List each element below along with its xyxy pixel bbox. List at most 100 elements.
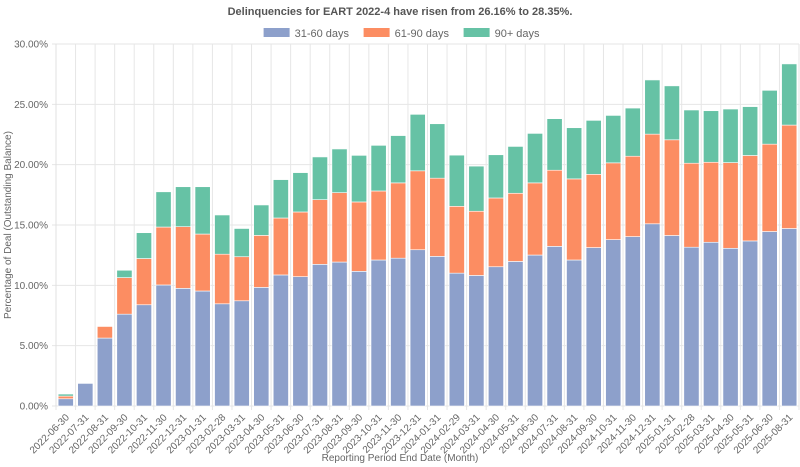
bar-31-60-days-2023-08-31 xyxy=(331,261,348,407)
bar-61-90-days-2022-10-31 xyxy=(136,258,152,306)
bar-61-90-days-2025-01-31 xyxy=(663,139,680,236)
bar-31-60-days-2024-05-31 xyxy=(507,261,524,407)
bar-90-days-2022-11-30 xyxy=(155,191,172,228)
y-axis-ticks: 0.00% 5.00% 10.00% 15.00% 20.00% 25.00% 30.00% xyxy=(14,40,48,413)
bar-61-90-days-2022-12-31 xyxy=(175,226,192,289)
bar-31-60-days-2023-02-28 xyxy=(214,303,231,407)
gridlines xyxy=(52,43,800,410)
bar-31-60-days-2023-03-31 xyxy=(233,300,250,407)
bar-61-90-days-2023-02-28 xyxy=(214,253,231,305)
legend-label[interactable]: 61-90 days xyxy=(395,28,450,40)
bar-61-90-days-2024-07-31 xyxy=(546,169,563,247)
bar-31-60-days-2022-06-30 xyxy=(57,398,74,407)
bar-31-60-days-2024-09-30 xyxy=(585,247,602,407)
bar-31-60-days-2023-12-31 xyxy=(409,249,426,407)
bar-31-60-days-2025-08-31 xyxy=(781,228,798,407)
bar-61-90-days-2024-11-30 xyxy=(624,155,641,237)
bar-61-90-days-2023-11-30 xyxy=(390,182,407,259)
bar-90-days-2025-05-31 xyxy=(742,106,759,156)
bar-61-90-days-2024-05-31 xyxy=(507,192,524,262)
bar-61-90-days-2023-09-30 xyxy=(351,201,367,272)
bar-90-days-2025-02-28 xyxy=(683,109,700,164)
bar-90-days-2023-04-30 xyxy=(253,204,270,236)
bar-31-60-days-2023-11-30 xyxy=(390,257,407,407)
bar-61-90-days-2025-03-31 xyxy=(703,161,719,243)
y-tick-label: 10.00% xyxy=(14,281,48,292)
bar-31-60-days-2023-07-31 xyxy=(312,264,328,407)
bar-61-90-days-2024-04-30 xyxy=(488,197,504,268)
bar-61-90-days-2023-10-31 xyxy=(370,190,387,261)
bar-31-60-days-2023-06-30 xyxy=(292,276,309,407)
bar-90-days-2023-12-31 xyxy=(409,114,426,172)
bar-61-90-days-2024-06-30 xyxy=(527,182,543,256)
bar-61-90-days-2023-01-31 xyxy=(194,233,211,292)
bar-31-60-days-2023-04-30 xyxy=(253,287,270,407)
bar-90-days-2024-12-31 xyxy=(644,79,661,135)
bar-61-90-days-2022-09-30 xyxy=(116,277,133,315)
bar-31-60-days-2024-08-31 xyxy=(566,259,583,407)
bar-31-60-days-2024-01-31 xyxy=(429,256,446,407)
bar-90-days-2024-07-31 xyxy=(546,118,563,171)
bar-61-90-days-2023-12-31 xyxy=(409,170,426,251)
bar-61-90-days-2025-02-28 xyxy=(683,162,700,248)
legend-label[interactable]: 31-60 days xyxy=(295,28,350,40)
bar-61-90-days-2022-06-30 xyxy=(57,395,74,400)
bar-90-days-2024-09-30 xyxy=(585,120,602,175)
bar-31-60-days-2023-05-31 xyxy=(272,274,289,407)
bar-31-60-days-2024-03-31 xyxy=(468,275,485,407)
bar-31-60-days-2025-01-31 xyxy=(663,235,680,407)
bar-31-60-days-2024-07-31 xyxy=(546,246,563,407)
bar-61-90-days-2023-05-31 xyxy=(272,217,289,276)
bar-90-days-2022-06-30 xyxy=(57,393,74,397)
bar-90-days-2023-08-31 xyxy=(331,148,348,193)
bar-90-days-2024-03-31 xyxy=(468,165,485,212)
bar-61-90-days-2022-08-31 xyxy=(96,326,113,339)
bar-31-60-days-2022-09-30 xyxy=(116,313,133,407)
legend-label[interactable]: 90+ days xyxy=(495,28,540,40)
bar-61-90-days-2023-03-31 xyxy=(233,256,250,302)
bar-31-60-days-2022-08-31 xyxy=(96,337,113,407)
bar-31-60-days-2024-12-31 xyxy=(644,223,661,407)
bar-90-days-2023-09-30 xyxy=(351,155,367,203)
bar-90-days-2022-10-31 xyxy=(136,232,152,259)
bar-90-days-2024-02-29 xyxy=(448,154,465,207)
bar-31-60-days-2025-06-30 xyxy=(761,231,778,407)
bar-31-60-days-2024-04-30 xyxy=(488,266,504,407)
bar-61-90-days-2024-08-31 xyxy=(566,178,583,261)
bar-90-days-2024-05-31 xyxy=(507,146,524,194)
bar-61-90-days-2024-02-29 xyxy=(448,205,465,274)
bar-61-90-days-2024-01-31 xyxy=(429,177,446,257)
bar-31-60-days-2023-01-31 xyxy=(194,290,211,407)
bar-31-60-days-2024-02-29 xyxy=(448,272,465,407)
bar-61-90-days-2024-10-31 xyxy=(605,162,622,240)
x-axis-title: Reporting Period End Date (Month) xyxy=(322,453,479,464)
x-axis-ticks: 2022-06-302022-07-312022-08-312022-09-30… xyxy=(28,412,796,456)
y-tick-label: 0.00% xyxy=(20,402,48,413)
y-tick-label: 5.00% xyxy=(20,341,48,352)
bar-90-days-2024-10-31 xyxy=(605,115,622,164)
bar-31-60-days-2022-11-30 xyxy=(155,284,172,407)
bar-90-days-2025-03-31 xyxy=(703,110,719,163)
bars xyxy=(57,63,798,407)
y-axis-title: Percentage of Deal (Outstanding Balance) xyxy=(3,131,14,319)
bar-90-days-2023-03-31 xyxy=(233,228,250,258)
bar-61-90-days-2025-06-30 xyxy=(761,143,778,232)
bar-90-days-2023-11-30 xyxy=(390,135,407,184)
bar-31-60-days-2023-09-30 xyxy=(351,271,367,407)
legend-swatch xyxy=(363,28,390,37)
bar-61-90-days-2023-04-30 xyxy=(253,235,270,288)
y-tick-label: 20.00% xyxy=(14,160,48,171)
bar-31-60-days-2022-07-31 xyxy=(77,383,94,407)
bar-61-90-days-2024-12-31 xyxy=(644,133,661,225)
bar-61-90-days-2024-09-30 xyxy=(585,174,602,248)
bar-90-days-2024-04-30 xyxy=(488,154,504,199)
bar-61-90-days-2025-08-31 xyxy=(781,124,798,229)
bar-61-90-days-2023-08-31 xyxy=(331,192,348,263)
bar-31-60-days-2024-11-30 xyxy=(624,236,641,407)
bar-90-days-2025-06-30 xyxy=(761,90,778,145)
bar-90-days-2023-01-31 xyxy=(194,186,211,235)
y-tick-label: 15.00% xyxy=(14,221,48,232)
bar-31-60-days-2025-05-31 xyxy=(742,240,759,407)
bar-31-60-days-2024-10-31 xyxy=(605,239,622,407)
bar-31-60-days-2023-10-31 xyxy=(370,259,387,407)
